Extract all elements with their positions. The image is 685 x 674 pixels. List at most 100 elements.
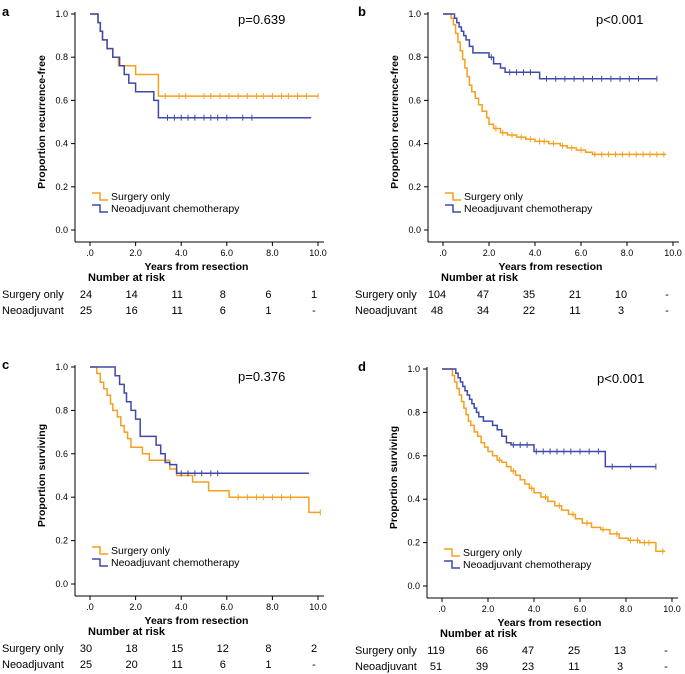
risk-count: 11 [568,661,579,673]
y-tick-label: 0.8 [55,405,68,415]
risk-count: 35 [523,289,535,301]
panel-letter: b [358,4,366,19]
risk-count: 1 [265,659,271,671]
x-tick-label: 2.0 [129,248,142,258]
y-axis-label: Proportion recurrence-free [36,55,48,189]
risk-count: 11 [171,305,182,317]
y-tick-label: 0.4 [408,139,421,149]
risk-count: 66 [476,645,488,657]
x-tick-label: 6.0 [575,248,588,258]
risk-row-label: Surgery only [2,643,64,655]
risk-count: 11 [171,659,182,671]
x-tick-label: 8.0 [621,248,634,258]
risk-count: 25 [568,645,580,657]
series-line-neoadjuvant-chemotherapy [90,366,309,475]
risk-count: 34 [477,305,489,317]
legend-swatch [444,560,460,569]
y-axis-label: Proportion recurrence-free [389,55,401,189]
risk-count: - [665,289,669,301]
x-tick-label: 4.0 [175,248,188,258]
risk-count: 16 [125,305,137,317]
y-tick-label: 0.0 [408,225,421,235]
panel-b: b p<0.001 0.0 0.2 0.4 0.6 0.8 1.0 .0 2.0 4.0 6.0 8.0… [355,4,682,317]
risk-count: - [312,659,316,671]
x-tick-label: 8.0 [266,602,279,612]
risk-count: 13 [614,645,626,657]
y-tick-label: 0.6 [408,95,421,105]
x-tick-label: .0 [439,248,447,258]
y-tick-label: 0.2 [55,182,68,192]
legend-swatch [92,558,108,567]
x-axis-label: Years from resection [145,615,249,627]
risk-count: 23 [522,661,534,673]
y-tick-label: 0.4 [55,139,68,149]
y-tick-label: 0.0 [55,579,68,589]
risk-count: 24 [80,289,92,301]
series-line-surgery-only [443,13,667,156]
risk-count: 8 [220,289,226,301]
legend-swatch [92,546,108,555]
x-tick-label: 10.0 [664,248,682,258]
risk-count: 15 [171,643,183,655]
x-tick-label: 2.0 [129,602,142,612]
risk-count: 47 [522,645,534,657]
y-tick-label: 0.0 [407,581,420,591]
x-tick-label: 8.0 [620,604,633,614]
risk-count: 1 [311,289,317,301]
y-tick-label: 0.4 [407,494,420,504]
risk-count: - [665,305,669,317]
legend-swatch [445,204,461,213]
x-tick-label: 6.0 [221,248,234,258]
x-tick-label: 6.0 [574,604,587,614]
x-tick-label: .0 [438,604,446,614]
panel-a: a p=0.639 0.0 0.2 0.4 0.6 0.8 1.0 .0 2.0 4.0 6.0 8.0… [2,4,327,317]
y-tick-label: 0.8 [408,52,421,62]
series-line-surgery-only [442,368,666,553]
x-axis-label: Years from resection [499,261,603,273]
risk-count: 12 [217,643,229,655]
y-tick-label: 0.2 [408,182,421,192]
risk-count: 2 [311,643,317,655]
y-tick-label: 1.0 [55,9,68,19]
risk-count: 25 [80,659,92,671]
x-tick-label: 10.0 [663,604,681,614]
x-tick-label: .0 [86,602,94,612]
legend-label: Neoadjuvant chemotherapy [111,203,240,215]
risk-table-title: Number at risk [441,272,519,284]
panel-letter: a [2,4,10,19]
risk-table-title: Number at risk [88,272,166,284]
risk-count: 3 [617,661,623,673]
x-tick-label: 4.0 [529,248,542,258]
y-tick-label: 1.0 [55,362,68,372]
x-axis-label: Years from resection [145,261,249,273]
x-tick-label: .0 [86,248,94,258]
risk-count: 1 [265,305,271,317]
y-tick-label: 0.6 [55,449,68,459]
panel-c: c p=0.376 0.0 0.2 0.4 0.6 0.8 1.0 .0 2.0 4.0 6.0 8.0… [2,357,327,671]
legend-swatch [92,204,108,213]
x-tick-label: 4.0 [528,604,541,614]
panel-letter: c [2,357,9,372]
series-line-surgery-only [90,366,321,514]
risk-count: 22 [523,305,535,317]
y-tick-label: 0.6 [407,451,420,461]
series-line-neoadjuvant-chemotherapy [442,368,656,468]
risk-count: 8 [265,643,271,655]
risk-count: - [664,645,668,657]
x-tick-label: 2.0 [482,604,495,614]
y-tick-label: 1.0 [407,364,420,374]
risk-count: 11 [569,305,580,317]
risk-count: 47 [477,289,489,301]
p-value-annotation: p<0.001 [596,12,643,27]
risk-count: 14 [125,289,137,301]
x-tick-label: 10.0 [309,248,327,258]
legend-label: Neoadjuvant chemotherapy [463,559,592,571]
legend-swatch [92,192,108,201]
risk-row-label: Neoadjuvant [355,305,417,317]
y-tick-label: 0.2 [55,536,68,546]
risk-count: 3 [618,305,624,317]
risk-count: 25 [80,305,92,317]
y-axis-label: Proportion surviving [388,426,400,529]
legend-label: Surgery only [463,547,523,559]
panel-d: d p<0.001 0.0 0.2 0.4 0.6 0.8 1.0 .0 2.0 4.0 6.0 8.0… [355,359,681,673]
